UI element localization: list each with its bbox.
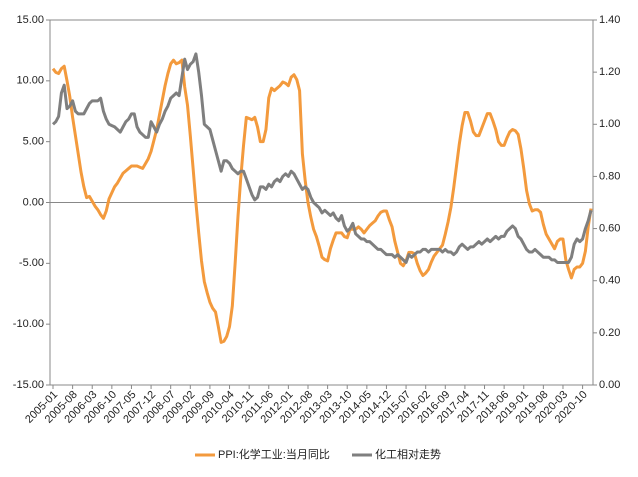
y-tick-label: 5.00 (23, 136, 44, 148)
legend-label: PPI:化学工业:当月同比 (218, 447, 330, 461)
legend-label: 化工相对走势 (375, 447, 441, 461)
y2-tick-label: 1.40 (599, 14, 620, 26)
y2-tick-label: 0.40 (599, 275, 620, 287)
series-line (51, 58, 593, 344)
y2-tick-label: 1.20 (599, 66, 620, 78)
y2-tick-label: 0.00 (599, 379, 620, 391)
y-tick-label: 15.00 (16, 14, 44, 26)
y-tick-label: 10.00 (16, 75, 44, 87)
y-tick-label: 0.00 (23, 196, 44, 208)
y-tick-label: -10.00 (13, 318, 44, 330)
series-line (51, 52, 593, 264)
y-tick-label: -5.00 (19, 257, 44, 269)
y2-tick-label: 0.80 (599, 170, 620, 182)
y2-tick-label: 0.60 (599, 222, 620, 234)
y-tick-label: -15.00 (13, 379, 44, 391)
y2-tick-label: 1.00 (599, 118, 620, 130)
y2-tick-label: 0.20 (599, 327, 620, 339)
